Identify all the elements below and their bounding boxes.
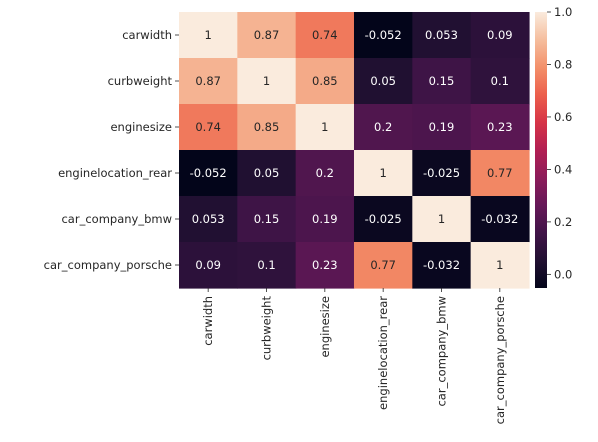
heatmap-cell-car-company-porsche-car-company-bmw: [412, 242, 472, 289]
column-label-car-company-porsche: car_company_porsche: [493, 296, 507, 424]
column-label-enginelocation-rear: enginelocation_rear: [376, 296, 390, 410]
heatmap-cell-enginesize-enginelocation-rear: [353, 104, 413, 151]
cell-value-label-car-company-bmw-curbweight: 0.15: [254, 212, 280, 226]
heatmap-cell-carwidth-enginelocation-rear: [353, 12, 413, 59]
heatmap-cell-carwidth-car-company-porsche: [470, 12, 530, 59]
heatmap-cell-enginelocation-rear-car-company-bmw: [412, 150, 472, 197]
colorbar-tick-label-2: 0.4: [554, 162, 572, 176]
cell-value-label-curbweight-car-company-bmw: 0.15: [429, 74, 455, 88]
heatmap-cell-car-company-bmw-enginelocation-rear: [353, 196, 413, 243]
row-label-enginelocation-rear: enginelocation_rear: [58, 166, 172, 180]
heatmap-cell-enginelocation-rear-curbweight: [237, 150, 297, 197]
heatmap-cell-curbweight-car-company-porsche: [470, 58, 530, 105]
heatmap-cell-car-company-bmw-car-company-porsche: [470, 196, 530, 243]
cell-value-label-curbweight-curbweight: 1: [263, 74, 270, 88]
cell-value-label-curbweight-carwidth: 0.87: [195, 74, 221, 88]
heatmap-cell-enginesize-car-company-bmw: [412, 104, 472, 151]
heatmap-cells: 1 0.87 0.74 -0.052 0.053 0.09 0.87 1 0.85 0.05 0.1…: [179, 12, 530, 289]
heatmap-cell-enginesize-car-company-porsche: [470, 104, 530, 151]
cell-value-label-curbweight-enginelocation-rear: 0.05: [370, 74, 396, 88]
heatmap-cell-car-company-porsche-car-company-porsche: [470, 242, 530, 289]
row-label-enginesize: enginesize: [110, 120, 172, 134]
cell-value-label-car-company-bmw-car-company-porsche: -0.032: [481, 212, 518, 226]
cell-value-label-carwidth-curbweight: 0.87: [254, 28, 280, 42]
cell-value-label-car-company-porsche-car-company-bmw: -0.032: [423, 258, 460, 272]
colorbar-tick-label-4: 0.8: [554, 57, 572, 71]
column-label-car-company-bmw: car_company_bmw: [434, 296, 448, 407]
heatmap-cell-enginesize-enginesize: [295, 104, 355, 151]
colorbar: 0.0 0.2 0.4 0.6 0.8 1.0: [535, 5, 572, 288]
colorbar-tick-label-1: 0.2: [554, 215, 572, 229]
cell-value-label-carwidth-car-company-bmw: 0.053: [425, 28, 458, 42]
cell-value-label-enginelocation-rear-enginelocation-rear: 1: [379, 166, 386, 180]
heatmap-cell-curbweight-car-company-bmw: [412, 58, 472, 105]
heatmap-cell-carwidth-curbweight: [237, 12, 297, 59]
heatmap-cell-enginelocation-rear-car-company-porsche: [470, 150, 530, 197]
cell-value-label-carwidth-carwidth: 1: [204, 28, 211, 42]
heatmap-cell-curbweight-enginelocation-rear: [353, 58, 413, 105]
heatmap-cell-enginesize-carwidth: [179, 104, 238, 151]
heatmap-cell-enginesize-curbweight: [237, 104, 297, 151]
cell-value-label-curbweight-car-company-porsche: 0.1: [491, 74, 509, 88]
cell-value-label-enginelocation-rear-car-company-porsche: 0.77: [487, 166, 513, 180]
cell-value-label-enginesize-enginelocation-rear: 0.2: [374, 120, 392, 134]
heatmap-cell-car-company-bmw-car-company-bmw: [412, 196, 472, 243]
cell-value-label-car-company-porsche-carwidth: 0.09: [195, 258, 221, 272]
heatmap-cell-car-company-porsche-enginesize: [295, 242, 355, 289]
colorbar-gradient: [535, 12, 547, 288]
cell-value-label-enginesize-car-company-porsche: 0.23: [487, 120, 513, 134]
cell-value-label-curbweight-enginesize: 0.85: [312, 74, 338, 88]
cell-value-label-enginesize-curbweight: 0.85: [254, 120, 280, 134]
cell-value-label-car-company-bmw-car-company-bmw: 1: [438, 212, 445, 226]
cell-value-label-car-company-bmw-carwidth: 0.053: [192, 212, 225, 226]
heatmap-cell-car-company-porsche-curbweight: [237, 242, 297, 289]
heatmap-cell-carwidth-enginesize: [295, 12, 355, 59]
column-label-enginesize: enginesize: [318, 296, 332, 358]
cell-value-label-enginesize-car-company-bmw: 0.19: [429, 120, 455, 134]
colorbar-tick-label-0: 0.0: [554, 267, 572, 281]
cell-value-label-car-company-porsche-enginelocation-rear: 0.77: [370, 258, 396, 272]
heatmap-cell-car-company-porsche-enginelocation-rear: [353, 242, 413, 289]
heatmap-cell-enginelocation-rear-enginesize: [295, 150, 355, 197]
cell-value-label-carwidth-car-company-porsche: 0.09: [487, 28, 513, 42]
heatmap-cell-enginelocation-rear-carwidth: [179, 150, 238, 197]
heatmap-cell-car-company-porsche-carwidth: [179, 242, 238, 289]
heatmap-cell-curbweight-curbweight: [237, 58, 297, 105]
column-tick-labels: carwidth curbweight enginesize enginelocati…: [201, 288, 507, 424]
cell-value-label-car-company-bmw-enginesize: 0.19: [312, 212, 338, 226]
cell-value-label-enginelocation-rear-carwidth: -0.052: [190, 166, 227, 180]
colorbar-tick-label-5: 1.0: [554, 5, 572, 19]
row-label-car-company-bmw: car_company_bmw: [61, 212, 172, 226]
heatmap-cell-carwidth-carwidth: [179, 12, 238, 59]
heatmap-cell-curbweight-enginesize: [295, 58, 355, 105]
cell-value-label-enginesize-carwidth: 0.74: [195, 120, 221, 134]
heatmap-cell-carwidth-car-company-bmw: [412, 12, 472, 59]
row-tick-labels: carwidth curbweight enginesize enginelocati…: [44, 28, 179, 272]
cell-value-label-carwidth-enginelocation-rear: -0.052: [365, 28, 402, 42]
cell-value-label-enginelocation-rear-enginesize: 0.2: [316, 166, 334, 180]
heatmap-cell-car-company-bmw-curbweight: [237, 196, 297, 243]
cell-value-label-car-company-bmw-enginelocation-rear: -0.025: [365, 212, 402, 226]
heatmap-cell-car-company-bmw-carwidth: [179, 196, 238, 243]
heatmap-cell-enginelocation-rear-enginelocation-rear: [353, 150, 413, 197]
column-label-curbweight: curbweight: [259, 296, 273, 361]
cell-value-label-enginelocation-rear-car-company-bmw: -0.025: [423, 166, 460, 180]
row-label-carwidth: carwidth: [122, 28, 172, 42]
colorbar-tick-label-3: 0.6: [554, 110, 572, 124]
heatmap-cell-curbweight-carwidth: [179, 58, 238, 105]
row-label-car-company-porsche: car_company_porsche: [44, 258, 172, 272]
cell-value-label-carwidth-enginesize: 0.74: [312, 28, 338, 42]
cell-value-label-car-company-porsche-curbweight: 0.1: [257, 258, 275, 272]
cell-value-label-enginesize-enginesize: 1: [321, 120, 328, 134]
column-label-carwidth: carwidth: [201, 296, 215, 346]
cell-value-label-car-company-porsche-enginesize: 0.23: [312, 258, 338, 272]
heatmap-cell-car-company-bmw-enginesize: [295, 196, 355, 243]
cell-value-label-car-company-porsche-car-company-porsche: 1: [496, 258, 503, 272]
cell-value-label-enginelocation-rear-curbweight: 0.05: [254, 166, 280, 180]
row-label-curbweight: curbweight: [108, 74, 173, 88]
